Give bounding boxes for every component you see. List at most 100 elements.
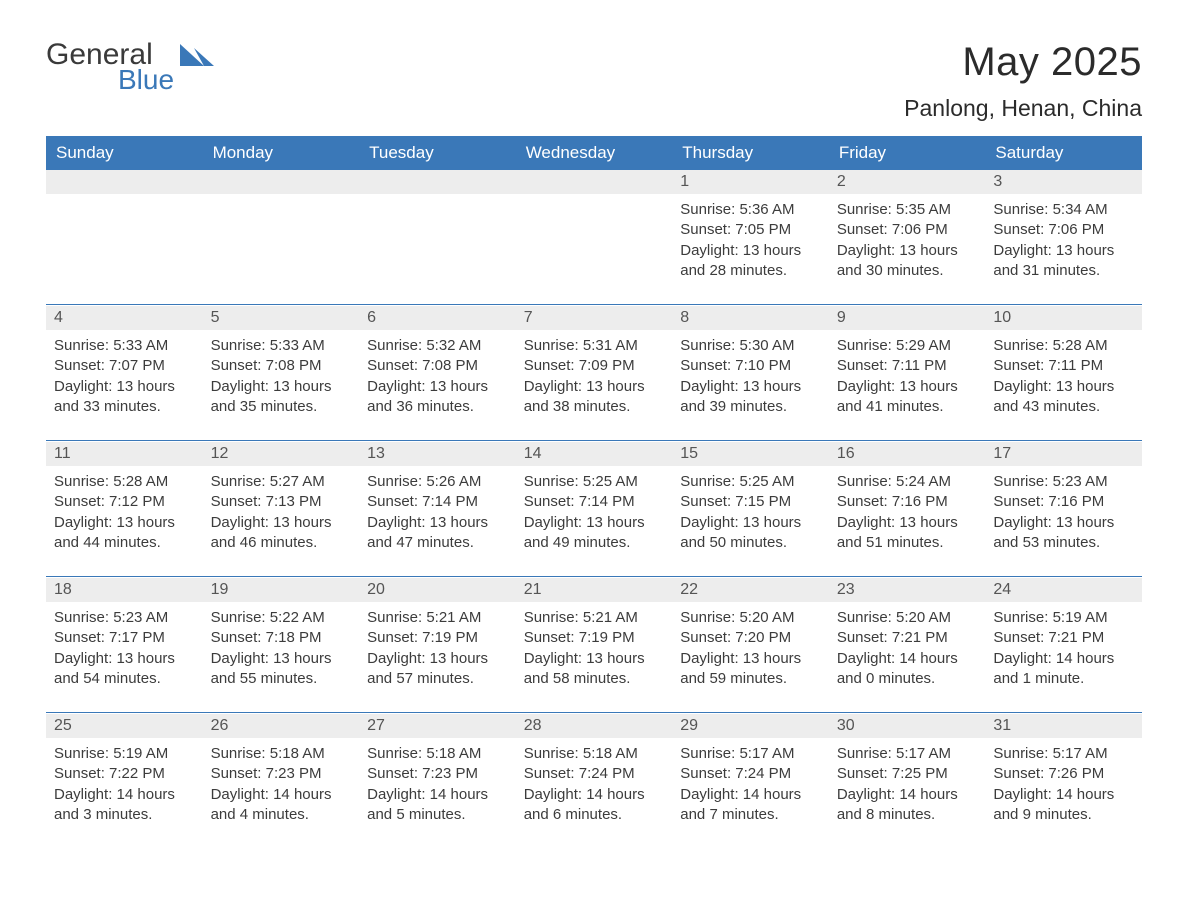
daylight-label: Daylight: bbox=[367, 378, 425, 395]
calendar-day: 22Sunrise: 5:20 AMSunset: 7:20 PMDayligh… bbox=[672, 578, 829, 712]
brand-line2: Blue bbox=[118, 66, 174, 94]
day-number: 4 bbox=[46, 306, 203, 330]
day-number: 5 bbox=[203, 306, 360, 330]
sunset-value: 7:25 PM bbox=[892, 765, 948, 782]
calendar-day: 8Sunrise: 5:30 AMSunset: 7:10 PMDaylight… bbox=[672, 306, 829, 440]
sunrise-label: Sunrise: bbox=[54, 745, 109, 762]
day-number: 21 bbox=[516, 578, 673, 602]
day-details: Sunrise: 5:26 AMSunset: 7:14 PMDaylight:… bbox=[359, 466, 516, 557]
sunrise-label: Sunrise: bbox=[680, 473, 735, 490]
day-number: 7 bbox=[516, 306, 673, 330]
sunrise-value: 5:17 AM bbox=[896, 745, 951, 762]
title-block: May 2025 Panlong, Henan, China bbox=[904, 40, 1142, 122]
sunrise-label: Sunrise: bbox=[680, 745, 735, 762]
sunrise-value: 5:20 AM bbox=[739, 609, 794, 626]
sunrise-value: 5:36 AM bbox=[739, 201, 794, 218]
calendar-day: 1Sunrise: 5:36 AMSunset: 7:05 PMDaylight… bbox=[672, 170, 829, 304]
day-details: Sunrise: 5:34 AMSunset: 7:06 PMDaylight:… bbox=[985, 194, 1142, 285]
calendar-week: 4 Sunrise: 5:33 AM Sunset: 7:07 PM Daylight… bbox=[46, 306, 1142, 440]
sunset-value: 7:19 PM bbox=[579, 629, 635, 646]
sunrise-label: Sunrise: bbox=[367, 745, 422, 762]
sunrise-label: Sunrise: bbox=[680, 337, 735, 354]
sunset-label: Sunset: bbox=[524, 357, 575, 374]
sunset-value: 7:08 PM bbox=[422, 357, 478, 374]
day-number: 20 bbox=[359, 578, 516, 602]
day-number: 26 bbox=[203, 714, 360, 738]
sunset-value: 7:20 PM bbox=[735, 629, 791, 646]
calendar-day: 7Sunrise: 5:31 AMSunset: 7:09 PMDaylight… bbox=[516, 306, 673, 440]
calendar-day: 10Sunrise: 5:28 AMSunset: 7:11 PMDayligh… bbox=[985, 306, 1142, 440]
sunrise-label: Sunrise: bbox=[837, 473, 892, 490]
sunset-value: 7:15 PM bbox=[735, 493, 791, 510]
day-number: 14 bbox=[516, 442, 673, 466]
sunrise-value: 5:21 AM bbox=[426, 609, 481, 626]
calendar-day: 15Sunrise: 5:25 AMSunset: 7:15 PMDayligh… bbox=[672, 442, 829, 576]
day-number: 17 bbox=[985, 442, 1142, 466]
calendar-week: 11 Sunrise: 5:28 AM Sunset: 7:12 PM Dayligh… bbox=[46, 442, 1142, 576]
sunrise-value: 5:24 AM bbox=[896, 473, 951, 490]
calendar-day: 16Sunrise: 5:24 AMSunset: 7:16 PMDayligh… bbox=[829, 442, 986, 576]
daylight-label: Daylight: bbox=[680, 378, 738, 395]
sunset-label: Sunset: bbox=[524, 765, 575, 782]
sunset-label: Sunset: bbox=[211, 629, 262, 646]
calendar-day: 12Sunrise: 5:27 AMSunset: 7:13 PMDayligh… bbox=[203, 442, 360, 576]
sunrise-value: 5:29 AM bbox=[896, 337, 951, 354]
day-number: 6 bbox=[359, 306, 516, 330]
sunset-value: 7:18 PM bbox=[266, 629, 322, 646]
sunset-value: 7:05 PM bbox=[735, 221, 791, 238]
sunrise-value: 5:19 AM bbox=[1053, 609, 1108, 626]
calendar-day: 23Sunrise: 5:20 AMSunset: 7:21 PMDayligh… bbox=[829, 578, 986, 712]
calendar-day: 30Sunrise: 5:17 AMSunset: 7:25 PMDayligh… bbox=[829, 714, 986, 848]
daylight-label: Daylight: bbox=[993, 378, 1051, 395]
sunset-value: 7:23 PM bbox=[422, 765, 478, 782]
calendar-day: 17Sunrise: 5:23 AMSunset: 7:16 PMDayligh… bbox=[985, 442, 1142, 576]
sunrise-label: Sunrise: bbox=[993, 473, 1048, 490]
sunrise-value: 5:28 AM bbox=[113, 473, 168, 490]
day-number: 10 bbox=[985, 306, 1142, 330]
day-number: 22 bbox=[672, 578, 829, 602]
sunset-value: 7:21 PM bbox=[1048, 629, 1104, 646]
sunset-value: 7:07 PM bbox=[109, 357, 165, 374]
daylight-label: Daylight: bbox=[837, 786, 895, 803]
daylight-label: Daylight: bbox=[211, 514, 269, 531]
daylight-label: Daylight: bbox=[524, 786, 582, 803]
sunset-label: Sunset: bbox=[211, 493, 262, 510]
day-number: 2 bbox=[829, 170, 986, 194]
sunrise-value: 5:33 AM bbox=[113, 337, 168, 354]
sunset-value: 7:12 PM bbox=[109, 493, 165, 510]
day-number: 16 bbox=[829, 442, 986, 466]
day-number: 15 bbox=[672, 442, 829, 466]
daylight-label: Daylight: bbox=[524, 650, 582, 667]
sunrise-value: 5:18 AM bbox=[270, 745, 325, 762]
day-details: Sunrise: 5:19 AMSunset: 7:22 PMDaylight:… bbox=[46, 738, 203, 829]
daylight-label: Daylight: bbox=[993, 242, 1051, 259]
sunset-value: 7:13 PM bbox=[266, 493, 322, 510]
day-details: Sunrise: 5:23 AMSunset: 7:17 PMDaylight:… bbox=[46, 602, 203, 693]
calendar-header-row: SundayMondayTuesdayWednesdayThursdayFrid… bbox=[46, 136, 1142, 170]
sunrise-label: Sunrise: bbox=[211, 473, 266, 490]
day-details: Sunrise: 5:36 AMSunset: 7:05 PMDaylight:… bbox=[672, 194, 829, 285]
daylight-label: Daylight: bbox=[837, 242, 895, 259]
sunrise-label: Sunrise: bbox=[993, 609, 1048, 626]
daylight-label: Daylight: bbox=[524, 514, 582, 531]
calendar-day: 19Sunrise: 5:22 AMSunset: 7:18 PMDayligh… bbox=[203, 578, 360, 712]
day-details: Sunrise: 5:25 AMSunset: 7:14 PMDaylight:… bbox=[516, 466, 673, 557]
sunset-label: Sunset: bbox=[993, 629, 1044, 646]
day-number: 11 bbox=[46, 442, 203, 466]
sunrise-label: Sunrise: bbox=[524, 609, 579, 626]
sunrise-value: 5:19 AM bbox=[113, 745, 168, 762]
daylight-label: Daylight: bbox=[993, 650, 1051, 667]
sunset-label: Sunset: bbox=[211, 765, 262, 782]
sunset-label: Sunset: bbox=[54, 493, 105, 510]
calendar-empty bbox=[203, 170, 360, 304]
calendar-day: 3Sunrise: 5:34 AMSunset: 7:06 PMDaylight… bbox=[985, 170, 1142, 304]
sunrise-label: Sunrise: bbox=[837, 745, 892, 762]
sunset-value: 7:21 PM bbox=[892, 629, 948, 646]
sunset-label: Sunset: bbox=[367, 629, 418, 646]
sunset-label: Sunset: bbox=[680, 221, 731, 238]
weekday-header: Wednesday bbox=[516, 136, 673, 170]
calendar-day: 11Sunrise: 5:28 AMSunset: 7:12 PMDayligh… bbox=[46, 442, 203, 576]
sunrise-label: Sunrise: bbox=[524, 337, 579, 354]
day-number: 30 bbox=[829, 714, 986, 738]
sunset-label: Sunset: bbox=[54, 629, 105, 646]
